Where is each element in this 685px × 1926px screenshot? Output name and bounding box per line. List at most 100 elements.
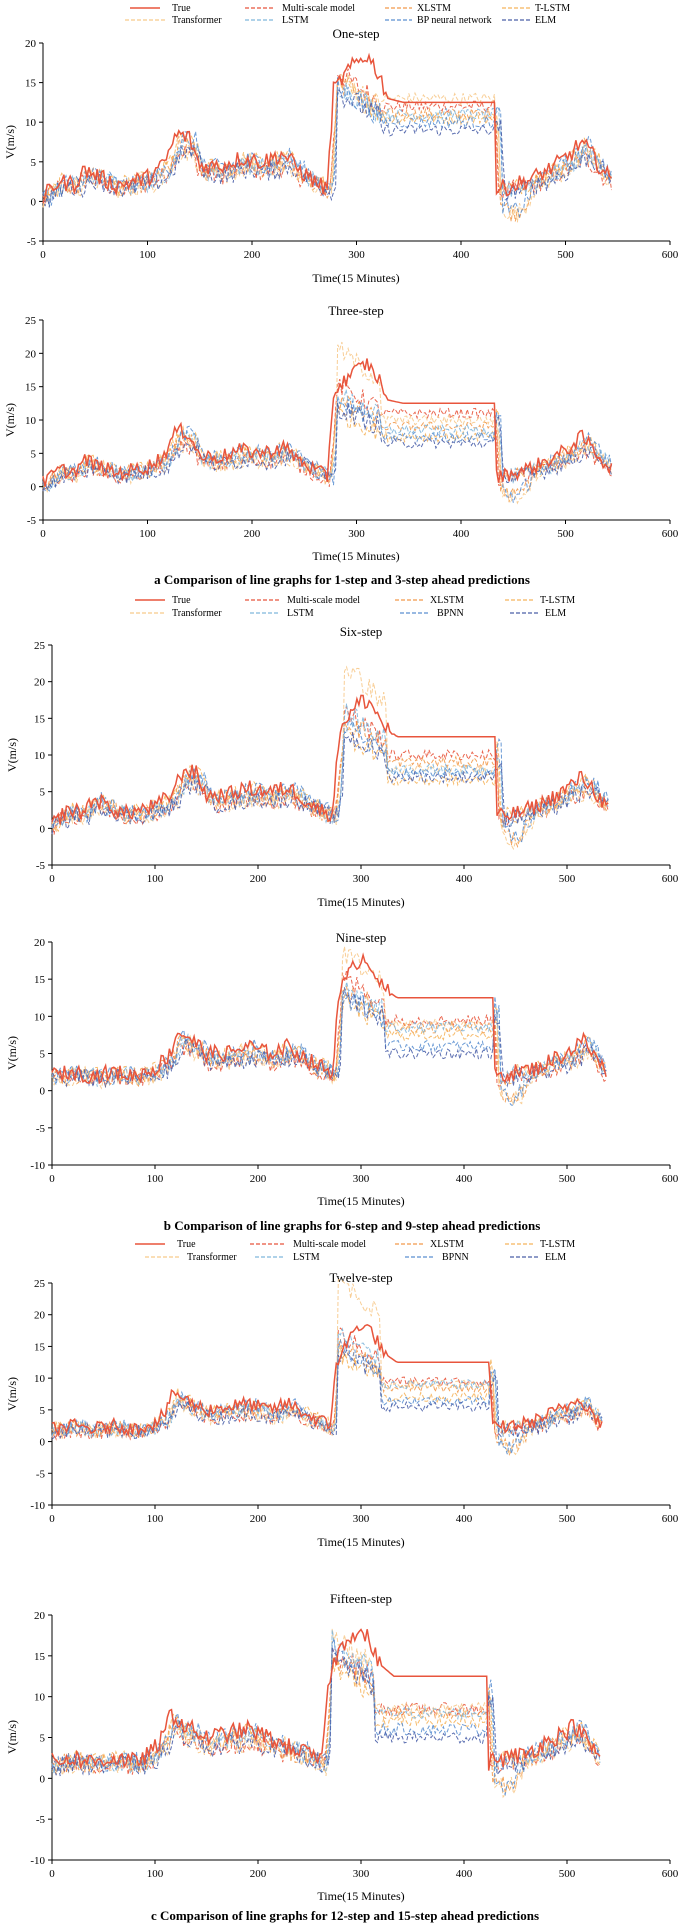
series-line-xlstm — [42, 395, 612, 503]
legend-b-label-true: True — [172, 595, 191, 606]
legend-c-label-multiscale: Multi-scale model — [293, 1239, 366, 1250]
y-tick-label: -5 — [27, 515, 37, 527]
legend-a-label-multiscale: Multi-scale model — [282, 3, 355, 14]
x-axis-label: Time(15 Minutes) — [317, 1535, 404, 1549]
x-axis-label: Time(15 Minutes) — [317, 1889, 404, 1903]
legend-a-entry-bp: BP neural network — [385, 15, 492, 26]
y-tick-label: -5 — [36, 860, 46, 872]
x-tick-label: 300 — [348, 528, 365, 540]
chart-title: Three-step — [328, 303, 384, 318]
legend-c-label-lstm: LSTM — [293, 1252, 320, 1263]
legend-c-label-true: True — [177, 1239, 196, 1250]
x-tick-label: 600 — [662, 873, 679, 885]
series-line-elm — [42, 88, 612, 208]
series-line-elm — [51, 987, 607, 1089]
legend-b-label-tlstm: T-LSTM — [540, 595, 575, 606]
series-line-true — [42, 358, 613, 487]
y-tick-label: 20 — [34, 937, 46, 949]
y-tick-label: 15 — [34, 1341, 46, 1353]
legend-b-entry-lstm: LSTM — [250, 608, 314, 619]
y-tick-label: 5 — [40, 1733, 46, 1745]
legend-b-label-bp: BPNN — [437, 608, 464, 619]
legend-c-label-transformer: Transformer — [187, 1252, 237, 1263]
x-tick-label: 400 — [456, 1868, 473, 1880]
legend-b-label-xlstm: XLSTM — [430, 595, 464, 606]
x-tick-label: 0 — [49, 1868, 55, 1880]
y-tick-label: 0 — [31, 482, 37, 494]
y-tick-label: -5 — [36, 1814, 46, 1826]
legend-c-entry-elm: ELM — [510, 1252, 566, 1263]
legend-b-label-transformer: Transformer — [172, 608, 222, 619]
legend-b-entry-xlstm: XLSTM — [395, 595, 464, 606]
legend-a-entry-transformer: Transformer — [125, 15, 222, 26]
series-line-true — [42, 52, 612, 204]
y-tick-label: 15 — [25, 78, 37, 90]
x-tick-label: 200 — [250, 1173, 267, 1185]
legend-b-entry-bp: BPNN — [400, 608, 464, 619]
legend-b-entry-multiscale: Multi-scale model — [245, 595, 360, 606]
y-axis-label: V(m/s) — [5, 1720, 19, 1754]
y-tick-label: 10 — [34, 1011, 46, 1023]
y-tick-label: 5 — [40, 787, 46, 799]
y-tick-label: 10 — [34, 1373, 46, 1385]
legend-a-entry-multiscale: Multi-scale model — [245, 3, 355, 14]
x-tick-label: 300 — [353, 1513, 370, 1525]
x-tick-label: 400 — [456, 1173, 473, 1185]
legend-c-label-bp: BPNN — [442, 1252, 469, 1263]
x-tick-label: 100 — [147, 1173, 164, 1185]
caption-b: b Comparison of line graphs for 6-step a… — [164, 1218, 541, 1233]
series-line-bpnn — [51, 718, 609, 843]
x-tick-label: 100 — [147, 1513, 164, 1525]
x-axis-label: Time(15 Minutes) — [317, 895, 404, 909]
y-tick-label: 10 — [25, 415, 37, 427]
series-line-elm — [51, 732, 609, 835]
series-line-lstm — [51, 981, 607, 1087]
series-line-true — [51, 694, 609, 825]
x-axis-label: Time(15 Minutes) — [312, 271, 399, 285]
y-tick-label: 0 — [40, 823, 46, 835]
x-tick-label: 500 — [559, 1513, 576, 1525]
y-tick-label: 10 — [25, 117, 37, 129]
x-tick-label: 300 — [353, 873, 370, 885]
y-axis-label: V(m/s) — [3, 403, 17, 437]
x-tick-label: 200 — [250, 1513, 267, 1525]
y-tick-label: 15 — [25, 382, 37, 394]
legend-a: True Multi-scale model XLSTM T-LSTM Tran… — [125, 3, 570, 26]
legend-b-entry-transformer: Transformer — [130, 608, 222, 619]
y-tick-label: 5 — [31, 448, 37, 460]
x-tick-label: 100 — [139, 528, 156, 540]
legend-a-entry-elm: ELM — [502, 15, 556, 26]
y-tick-label: 10 — [34, 1692, 46, 1704]
y-tick-label: 0 — [40, 1086, 46, 1098]
series-line-true — [51, 1323, 603, 1438]
chart-fifteen-step: Fifteen-step V(m/s) Time(15 Minutes) 0 10… — [5, 1591, 679, 1903]
y-tick-label: 0 — [40, 1773, 46, 1785]
x-tick-label: 0 — [49, 873, 55, 885]
y-tick-label: -10 — [30, 1160, 45, 1172]
chart-title: Twelve-step — [329, 1270, 392, 1285]
legend-b-label-multiscale: Multi-scale model — [287, 595, 360, 606]
y-tick-label: 20 — [25, 348, 37, 360]
x-tick-label: 200 — [244, 528, 261, 540]
series-line-transformer — [51, 1279, 603, 1456]
y-axis-label: V(m/s) — [3, 125, 17, 159]
x-tick-label: 500 — [559, 1868, 576, 1880]
y-tick-label: 20 — [34, 677, 46, 689]
y-tick-label: 20 — [34, 1610, 46, 1622]
series-line-bpnn — [42, 77, 612, 219]
legend-a-entry-tlstm: T-LSTM — [502, 3, 570, 14]
chart-three-step: Three-step V(m/s) Time(15 Minutes) 0 100 2… — [3, 303, 679, 563]
y-tick-label: -5 — [36, 1123, 46, 1135]
x-tick-label: 600 — [662, 1173, 679, 1185]
legend-a-entry-true: True — [130, 3, 191, 14]
legend-c-entry-true: True — [135, 1239, 196, 1250]
series-line-true — [51, 952, 607, 1085]
series-line-xlstm — [51, 1338, 603, 1456]
series-line-transformer — [42, 73, 612, 223]
y-tick-label: 15 — [34, 713, 46, 725]
y-axis-label: V(m/s) — [5, 738, 19, 772]
y-tick-label: 5 — [40, 1405, 46, 1417]
chart-title: Fifteen-step — [330, 1591, 392, 1606]
legend-b-entry-tlstm: T-LSTM — [505, 595, 575, 606]
